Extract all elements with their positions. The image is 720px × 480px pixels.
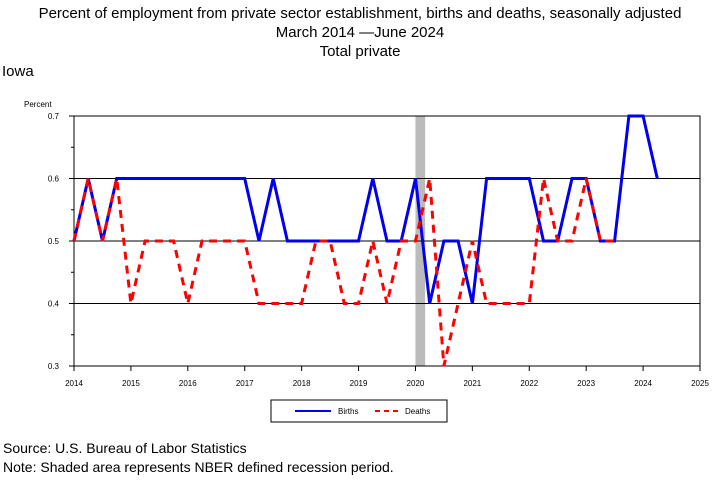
x-tick-label: 2018: [293, 379, 311, 388]
x-tick-label: 2015: [122, 379, 140, 388]
chart-subtitle-period: March 2014 —June 2024: [275, 24, 445, 41]
x-tick-label: 2019: [350, 379, 368, 388]
region-label: Iowa: [2, 63, 34, 80]
x-tick-label: 2022: [520, 379, 538, 388]
y-tick-label: 0.3: [48, 362, 60, 371]
chart-title: Percent of employment from private secto…: [38, 5, 682, 22]
y-tick-label: 0.6: [48, 175, 60, 184]
legend-box: [270, 399, 448, 423]
births-series-line: [72, 114, 659, 304]
x-tick-label: 2023: [577, 379, 595, 388]
deaths-series-line: [72, 178, 615, 367]
chart-subtitle-industry: Total private: [319, 43, 401, 60]
x-tick-label: 2021: [463, 379, 481, 388]
source-note: Source: U.S. Bureau of Labor Statistics: [3, 440, 247, 456]
y-axis-label: Percent: [24, 100, 52, 109]
y-tick-label: 0.4: [48, 300, 60, 309]
y-tick-label: 0.5: [48, 237, 60, 246]
legend-deaths-label: Deaths: [405, 407, 430, 416]
x-tick-label: 2017: [236, 379, 254, 388]
recession-note: Note: Shaded area represents NBER define…: [3, 459, 394, 475]
legend-births-label: Births: [338, 407, 358, 416]
x-tick-label: 2024: [634, 379, 652, 388]
x-tick-label: 2020: [407, 379, 425, 388]
x-tick-label: 2016: [179, 379, 197, 388]
y-tick-label: 0.7: [48, 112, 60, 121]
x-tick-label: 2014: [65, 379, 83, 388]
x-tick-label: 2025: [691, 379, 709, 388]
